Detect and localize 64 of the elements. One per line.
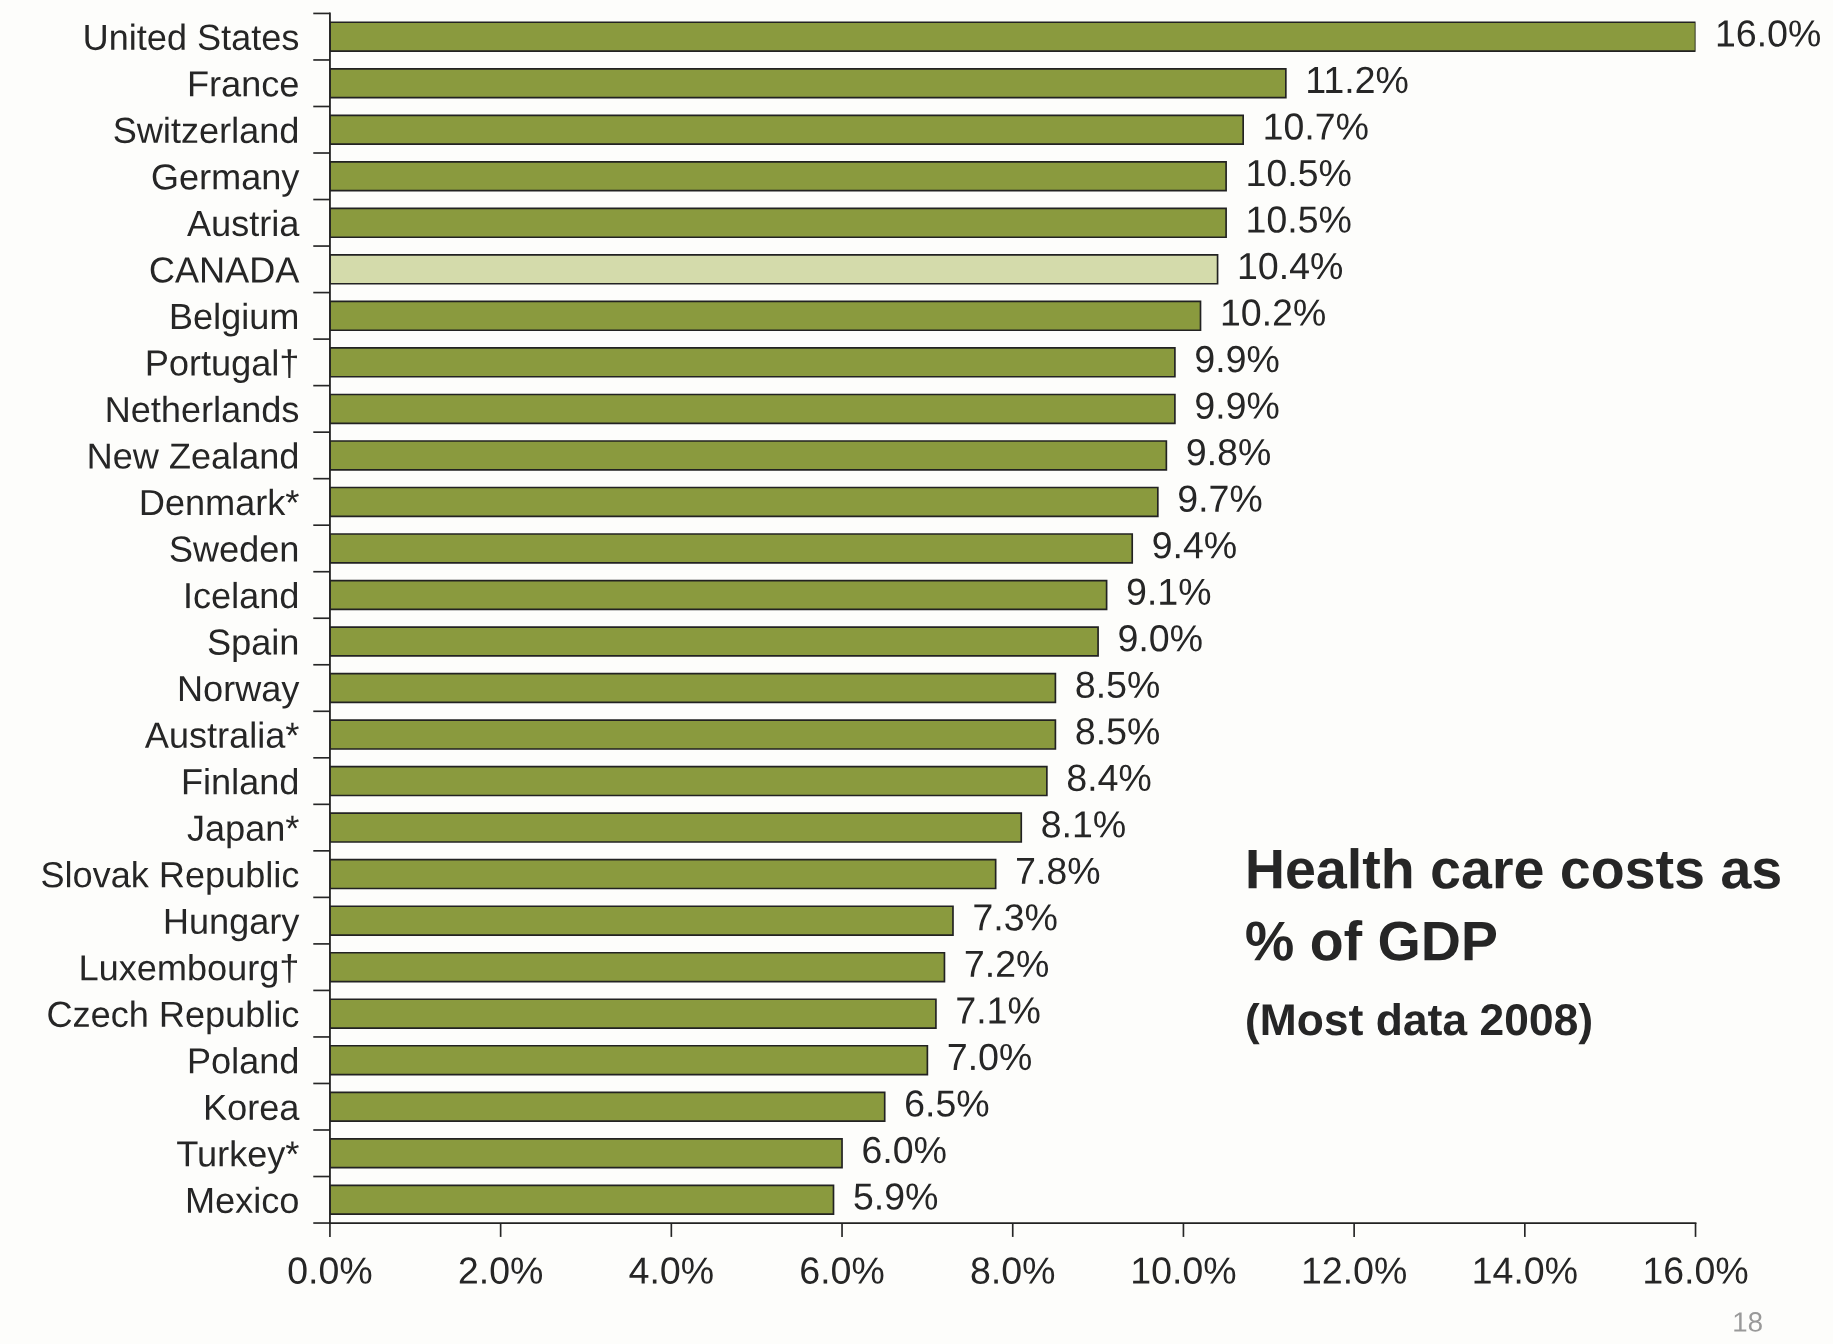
data-label: 7.3% xyxy=(974,904,1057,931)
data-label: 8.5% xyxy=(1076,718,1159,745)
y-tick-label: New Zealand xyxy=(89,442,298,469)
y-tick-label: Norway xyxy=(179,676,300,709)
data-label: 11.2% xyxy=(1308,66,1408,94)
y-tick-label: Luxembourg† xyxy=(81,954,297,988)
x-tick-label: 8.0% xyxy=(971,1257,1055,1284)
y-tick-label: Netherlands xyxy=(107,395,299,423)
x-tick-label: 4.0% xyxy=(629,1257,713,1284)
data-label: 9.7% xyxy=(1179,485,1262,512)
y-tick-label: Slovak Republic xyxy=(42,861,299,895)
y-tick-label: Germany xyxy=(152,164,300,197)
y-tick-label: Japan* xyxy=(187,815,299,849)
y-tick-label: Belgium xyxy=(171,302,298,337)
y-tick-label: Iceland xyxy=(186,581,298,609)
x-tick-label: 10.0% xyxy=(1133,1257,1236,1284)
y-tick-label: Switzerland xyxy=(114,116,298,144)
data-label: 10.4% xyxy=(1239,252,1343,280)
data-label: 10.5% xyxy=(1248,206,1351,233)
x-tick-label: 14.0% xyxy=(1474,1257,1577,1284)
data-label: 10.7% xyxy=(1265,113,1368,140)
data-label: 7.0% xyxy=(948,1043,1031,1071)
data-label: 10.5% xyxy=(1248,159,1351,187)
data-label: 9.9% xyxy=(1196,345,1279,373)
text: Health care costs as % of GDP xyxy=(1246,848,1780,961)
data-label: 6.5% xyxy=(906,1090,989,1117)
data-label: 9.8% xyxy=(1187,438,1270,466)
data-label: 9.1% xyxy=(1127,578,1211,606)
y-tick-label: Czech Republic xyxy=(48,1000,299,1035)
data-label: 6.0% xyxy=(863,1136,946,1164)
y-tick-label: Mexico xyxy=(187,1186,298,1214)
x-tick-label: 0.0% xyxy=(288,1257,372,1284)
data-label: 8.5% xyxy=(1076,671,1159,699)
data-label: 8.4% xyxy=(1067,764,1151,792)
data-label: 9.4% xyxy=(1153,531,1236,559)
x-tick-label: 16.0% xyxy=(1645,1257,1748,1284)
y-tick-label: CANADA xyxy=(150,257,300,283)
text: (Most data 2008) xyxy=(1247,1002,1591,1045)
y-tick-label: Sweden xyxy=(170,535,298,562)
x-tick-label: 12.0% xyxy=(1303,1257,1406,1284)
y-tick-label: Korea xyxy=(205,1094,300,1121)
y-tick-label: Australia* xyxy=(144,721,299,748)
data-label: 5.9% xyxy=(854,1183,938,1210)
data-label: 16.0% xyxy=(1717,20,1820,47)
y-tick-label: France xyxy=(189,71,298,97)
data-label: 7.1% xyxy=(957,997,1040,1024)
text: 18 xyxy=(1734,1312,1762,1332)
y-tick-label: Finland xyxy=(183,767,298,795)
data-label: 10.2% xyxy=(1222,299,1325,326)
y-tick-label: Denmark* xyxy=(141,488,299,516)
y-tick-label: Spain xyxy=(208,628,298,663)
data-label: 7.2% xyxy=(965,950,1049,978)
data-label: 7.8% xyxy=(1017,857,1100,885)
x-tick-label: 6.0% xyxy=(801,1257,884,1284)
y-tick-label: Austria xyxy=(187,209,300,237)
data-label: 9.0% xyxy=(1119,625,1202,652)
y-tick-label: Hungary xyxy=(165,908,300,942)
y-tick-label: Turkey* xyxy=(177,1140,299,1174)
data-label: 9.9% xyxy=(1196,392,1279,419)
y-tick-label: United States xyxy=(85,23,299,51)
data-label: 8.1% xyxy=(1042,811,1125,838)
y-tick-label: Poland xyxy=(189,1047,298,1074)
y-tick-label: Portugal† xyxy=(147,349,297,383)
x-tick-label: 2.0% xyxy=(459,1257,543,1284)
